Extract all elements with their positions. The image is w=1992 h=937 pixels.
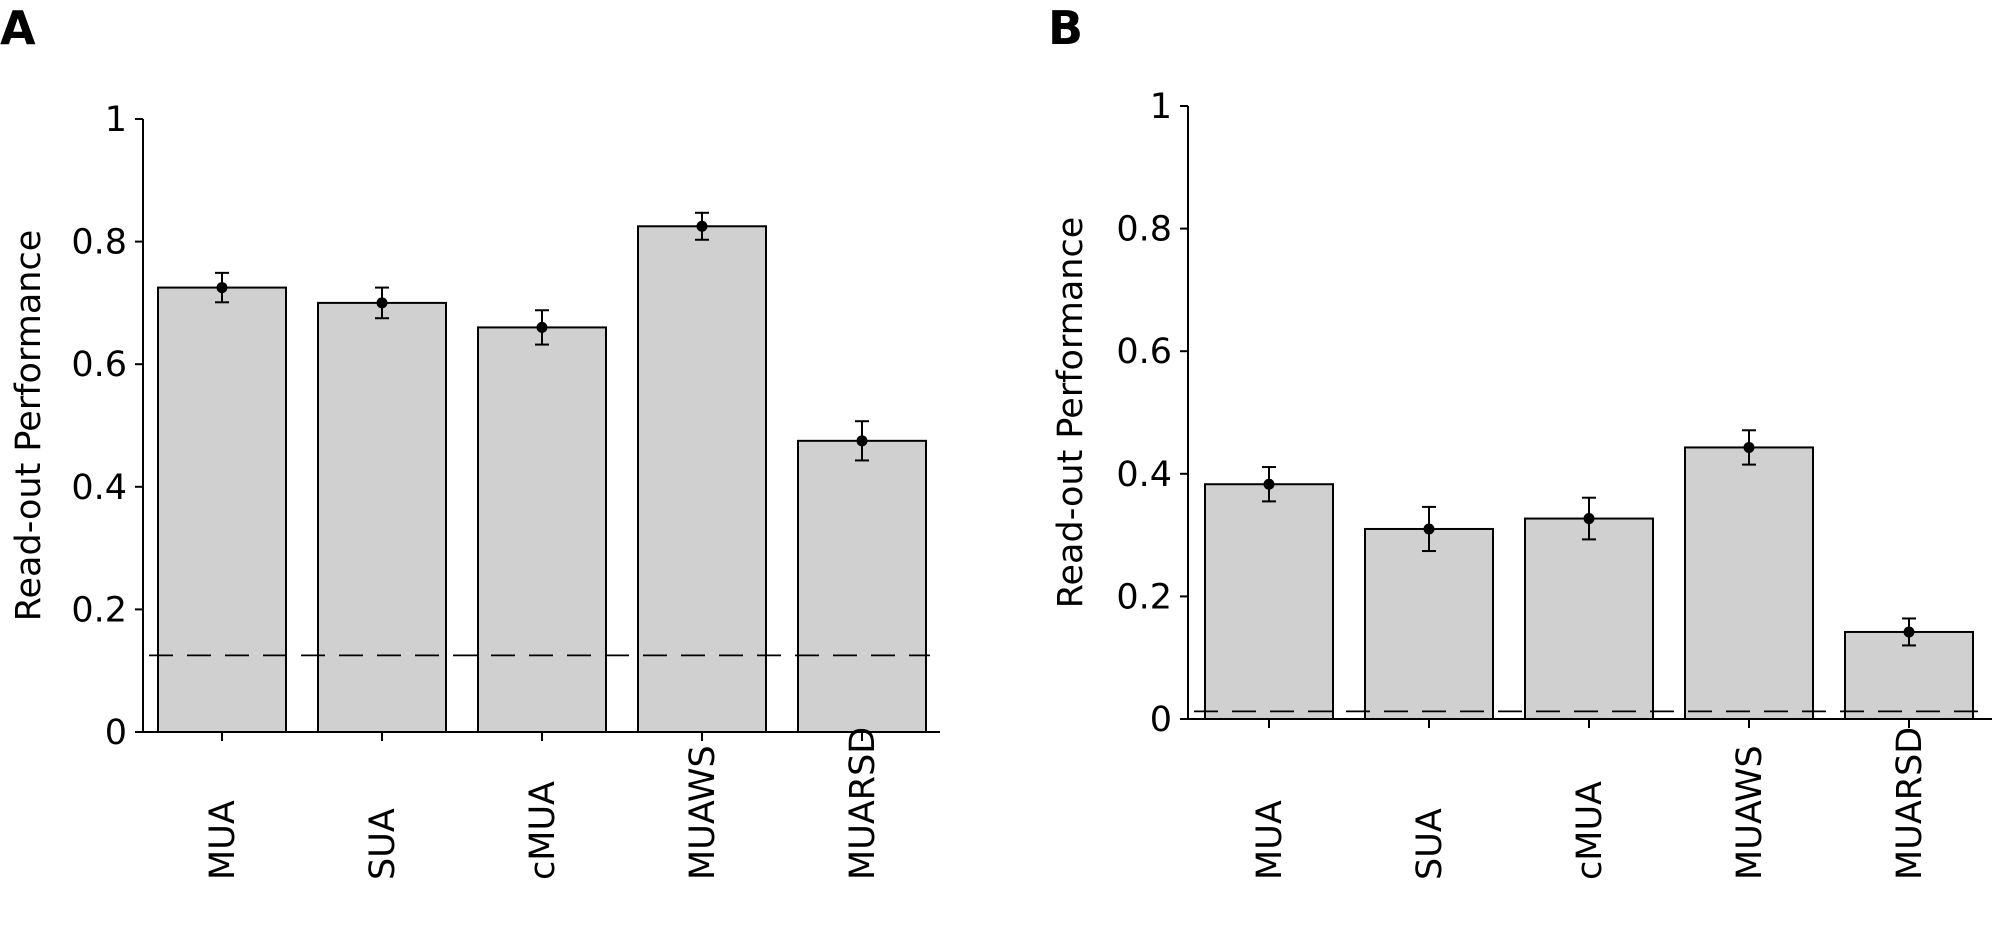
category-label: SUA [363, 808, 403, 880]
mean-point [536, 321, 548, 333]
bar [1684, 446, 1814, 720]
category-label: MUARSD [843, 727, 883, 880]
category-label: MUA [203, 800, 243, 880]
category-label: MUARSD [1890, 727, 1930, 880]
y-tick-label: 0.8 [1116, 210, 1172, 250]
y-tick-label: 1 [105, 100, 127, 140]
bar [477, 326, 607, 733]
bar [1524, 517, 1654, 721]
panel-label: B [1048, 1, 1083, 55]
bar [317, 301, 447, 733]
y-tick-label: 0.6 [71, 345, 127, 385]
bar [1364, 527, 1494, 720]
mean-point [696, 220, 708, 232]
panel-b: B 0 0.2 0.4 0.6 0.8 1 Read-out Performance MUA SU… [1048, 1, 1992, 880]
y-tick-label: 0.4 [1116, 455, 1172, 495]
category-label: MUAWS [683, 745, 723, 880]
mean-point [1903, 626, 1915, 638]
y-axis-label: Read-out Performance [1051, 217, 1091, 608]
y-axis-label: Read-out Performance [9, 230, 49, 621]
mean-point [1743, 441, 1755, 453]
category-label: cMUA [523, 781, 563, 880]
category-label: MUA [1250, 800, 1290, 880]
mean-point [1263, 478, 1275, 490]
category-label: SUA [1410, 808, 1450, 880]
bar [637, 225, 767, 733]
mean-point [376, 297, 388, 309]
mean-point [1423, 523, 1435, 535]
mean-point [216, 282, 228, 294]
y-tick-label: 1 [1150, 87, 1172, 127]
bar [157, 286, 287, 733]
y-tick-label: 0.2 [71, 590, 127, 630]
category-label: cMUA [1570, 781, 1610, 880]
category-label: MUAWS [1730, 745, 1770, 880]
bar [797, 439, 927, 733]
y-tick-label: 0.2 [1116, 577, 1172, 617]
y-tick-label: 0.4 [71, 468, 127, 508]
y-tick-label: 0.6 [1116, 332, 1172, 372]
bar [1204, 483, 1334, 721]
panel-label: A [0, 1, 36, 55]
y-tick-label: 0 [105, 713, 127, 753]
panel-a: A 0 0.2 0.4 0.6 0.8 1 Read-out Performance MUA SU… [0, 1, 940, 880]
y-tick-label: 0.8 [71, 223, 127, 263]
y-tick-label: 0 [1150, 700, 1172, 740]
mean-point [856, 435, 868, 447]
mean-point [1583, 513, 1595, 525]
